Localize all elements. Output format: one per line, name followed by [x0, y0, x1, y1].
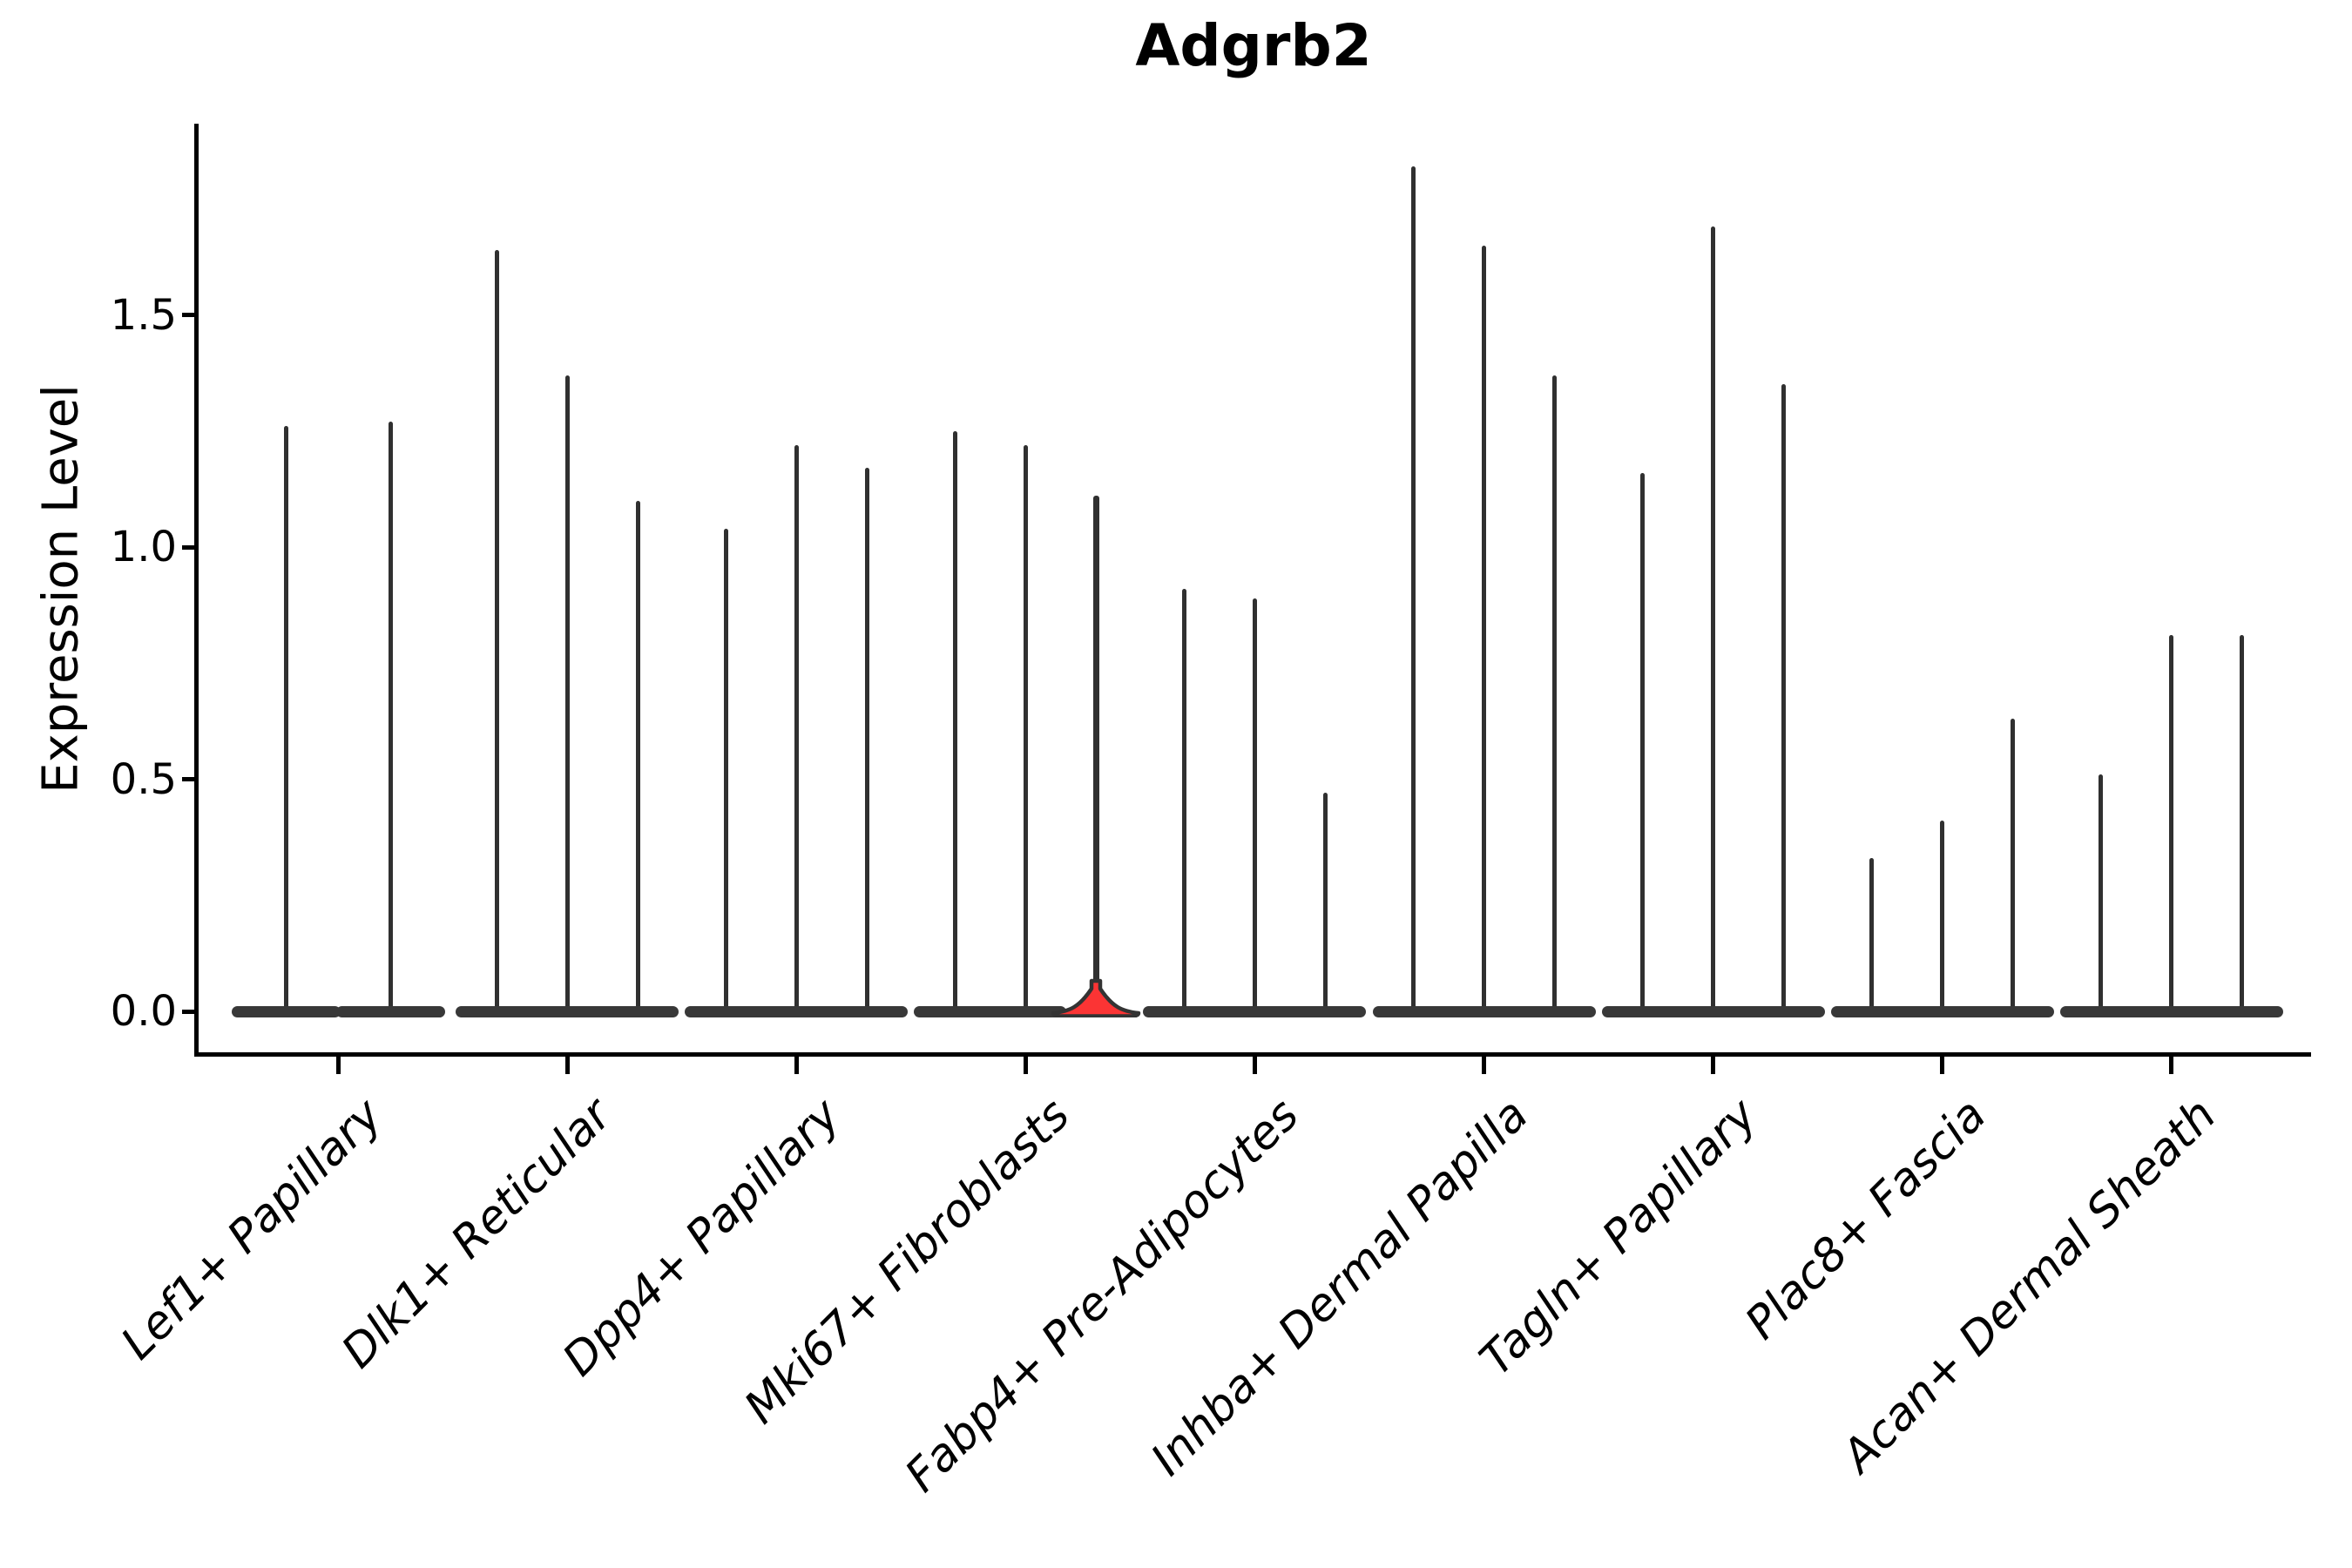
chart-title: Adgrb2: [1135, 12, 1372, 79]
y-tick-label: 1.5: [110, 290, 177, 340]
highlighted-violin-bulge: [1051, 978, 1141, 1017]
x-axis-category-label: Acan+ Dermal Sheath: [1832, 1089, 2227, 1483]
y-tick-label: 0.0: [110, 987, 177, 1036]
y-tick-mark: [182, 313, 197, 317]
violin-spike: [564, 375, 570, 1016]
violin-base: [984, 1006, 1067, 1017]
y-tick-label: 0.5: [110, 754, 177, 804]
violin-base: [1830, 1006, 1913, 1017]
violin-spike: [2169, 635, 2174, 1016]
violin-spike: [1640, 472, 1646, 1016]
violin-base: [1443, 1006, 1525, 1017]
violin-spike: [864, 468, 869, 1016]
y-axis-line: [194, 124, 199, 1057]
violin-base: [2200, 1006, 2283, 1017]
violin-spike: [723, 528, 728, 1016]
violin-base: [685, 1006, 767, 1017]
violin-spike: [2240, 635, 2245, 1016]
x-tick-mark: [794, 1056, 799, 1074]
violin-base: [1372, 1006, 1455, 1017]
violin-base: [1213, 1006, 1296, 1017]
violin-base: [2130, 1006, 2213, 1017]
x-tick-mark: [1482, 1056, 1486, 1074]
x-tick-mark: [1023, 1056, 1028, 1074]
violin-spike: [1252, 598, 1257, 1016]
violin-base: [335, 1006, 445, 1017]
violin-spike: [494, 249, 499, 1016]
y-tick-mark: [182, 544, 197, 550]
violin-base: [1143, 1006, 1226, 1017]
x-axis-category-label: Plac8+ Fascia: [1735, 1089, 1997, 1350]
violin-spike: [1482, 245, 1486, 1016]
y-tick-label: 1.0: [110, 523, 177, 571]
x-tick-mark: [335, 1056, 341, 1074]
violin-spike: [2099, 774, 2104, 1016]
violin-base: [1601, 1006, 1684, 1017]
violin-base: [231, 1006, 341, 1017]
y-tick-mark: [182, 777, 197, 781]
violin-spike: [283, 426, 288, 1016]
violin-base: [1971, 1006, 2054, 1017]
x-axis-category-label: Inhba+ Dermal Papilla: [1141, 1089, 1538, 1486]
y-axis-label: Expression Level: [32, 384, 90, 794]
violin-base: [456, 1006, 538, 1017]
violin-base: [755, 1006, 838, 1017]
violin-spike: [2011, 719, 2016, 1016]
violin-spike: [1869, 858, 1875, 1016]
violin-base: [1284, 1006, 1367, 1017]
violin-spike: [1181, 588, 1186, 1016]
violin-base: [1742, 1006, 1825, 1017]
x-axis-line: [194, 1052, 2311, 1057]
x-tick-mark: [1711, 1056, 1716, 1074]
violin-base: [1901, 1006, 1984, 1017]
violin-spike: [1023, 444, 1028, 1016]
violin-spike: [952, 430, 957, 1016]
y-tick-mark: [182, 1009, 197, 1014]
violin-spike: [1940, 821, 1945, 1016]
violin-spike: [1781, 384, 1787, 1016]
violin-spike: [794, 444, 799, 1016]
violin-base: [1672, 1006, 1754, 1017]
violin-base: [2059, 1006, 2142, 1017]
violin-spike: [1411, 166, 1416, 1016]
violin-base: [914, 1006, 997, 1017]
violin-spike: [1552, 375, 1557, 1016]
x-tick-mark: [2169, 1056, 2174, 1074]
violin-spike: [1322, 793, 1328, 1016]
x-tick-mark: [564, 1056, 570, 1074]
x-axis-category-label: Fabp4+ Pre-Adipocytes: [896, 1089, 1309, 1503]
violin-spike: [388, 422, 393, 1016]
x-tick-mark: [1252, 1056, 1257, 1074]
violin-spike: [635, 500, 640, 1016]
violin-base: [526, 1006, 609, 1017]
violin-spike: [1711, 226, 1716, 1016]
violin-base: [597, 1006, 679, 1017]
x-tick-mark: [1940, 1056, 1945, 1074]
violin-base: [1513, 1006, 1596, 1017]
highlighted-violin-spike: [1092, 496, 1099, 989]
violin-base: [826, 1006, 909, 1017]
